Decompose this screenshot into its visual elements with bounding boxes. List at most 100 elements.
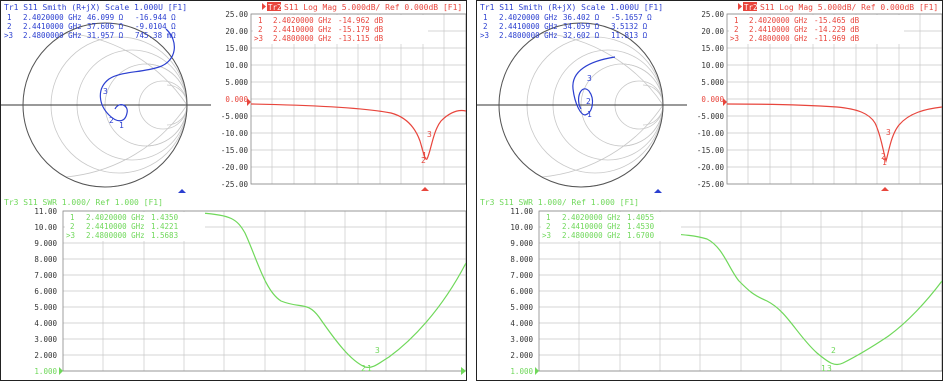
- svg-text:3.000: 3.000: [34, 335, 57, 344]
- logmag-trace: [726, 103, 942, 164]
- svg-text:2.000: 2.000: [510, 351, 533, 360]
- svg-text:3: 3: [886, 128, 891, 137]
- swr-title: Tr3 S11 SWR 1.000/ Ref 1.000 [F1]: [480, 198, 639, 207]
- svg-text:9.000: 9.000: [510, 239, 533, 248]
- svg-text:11.00: 11.00: [34, 207, 57, 216]
- svg-text:12.4020000 GHz-14.962 dB: 1 2.4020000 GHz -14.962 dB: [258, 16, 384, 25]
- svg-text:20.00: 20.00: [701, 27, 724, 36]
- logmag-ref-marker: [723, 98, 727, 106]
- svg-text:1: 1: [422, 151, 427, 160]
- logmag-plot-frame: [250, 13, 466, 185]
- swr-right-marker: [461, 367, 466, 375]
- svg-text:>32.4800000 GHz-13.115 dB: >3 2.4800000 GHz -13.115 dB: [254, 34, 384, 43]
- svg-text:2: 2: [421, 156, 426, 165]
- svg-text:1.000: 1.000: [34, 367, 57, 376]
- svg-text:3: 3: [375, 346, 380, 355]
- svg-text:-10.00: -10.00: [221, 129, 249, 138]
- marker-id: 1: [7, 13, 12, 22]
- svg-text:2: 2: [109, 116, 114, 125]
- logmag-chart-panel[interactable]: 25.00 20.00 15.00 10.00 5.000 0.000 -5.0…: [697, 2, 942, 191]
- svg-text:2.000: 2.000: [34, 351, 57, 360]
- svg-text:8.000: 8.000: [510, 255, 533, 264]
- svg-text:2: 2: [881, 152, 886, 161]
- svg-text:1: 1: [587, 110, 592, 119]
- logmag-title-tag-label: Tr2: [268, 3, 282, 12]
- logmag-title: S11 Log Mag 5.000dB/ Ref 0.000dB [F1]: [760, 3, 938, 12]
- logmag-chart-panel[interactable]: 25.00 20.00 15.00 10.00 5.000 0.000 -5.0…: [221, 2, 466, 191]
- screenshot-gap: [467, 0, 476, 381]
- svg-text:2: 2: [831, 346, 836, 355]
- smith-marker-glyphs: 3 2 1: [103, 87, 124, 130]
- logmag-trace: [250, 103, 466, 160]
- svg-text:15.00: 15.00: [701, 44, 724, 53]
- svg-text:25.00: 25.00: [701, 10, 724, 19]
- svg-text:4.000: 4.000: [510, 319, 533, 328]
- svg-text:-15.00: -15.00: [221, 146, 249, 155]
- svg-text:3: 3: [103, 87, 108, 96]
- swr-yticks: 11.00 10.00 9.000 8.000 7.000 6.000 5.00…: [510, 207, 533, 376]
- swr-trace: [200, 212, 466, 368]
- svg-text:-25.00: -25.00: [697, 180, 725, 189]
- swr-ref-marker: [535, 367, 539, 375]
- svg-text:-15.00: -15.00: [697, 146, 725, 155]
- logmag-marker-readouts: 1 2.4020000 GHz -15.465 dB 2 2.4410000 GHz -…: [729, 15, 904, 44]
- logmag-yticks: 25.00 20.00 15.00 10.00 5.000 0.000 -5.0…: [697, 10, 725, 189]
- svg-text:-5.000: -5.000: [221, 112, 249, 121]
- svg-text:0.000: 0.000: [225, 95, 248, 104]
- svg-text:7.000: 7.000: [34, 271, 57, 280]
- svg-text:6.000: 6.000: [510, 287, 533, 296]
- svg-text:3: 3: [427, 130, 432, 139]
- svg-text:3.000: 3.000: [510, 335, 533, 344]
- svg-text:25.00: 25.00: [225, 10, 248, 19]
- logmag-yticks: 25.00 20.00 15.00 10.00 5.000 0.000 -5.0…: [221, 10, 249, 189]
- svg-text:10.00: 10.00: [510, 223, 533, 232]
- svg-text:-5.000: -5.000: [697, 112, 725, 121]
- svg-text:-20.00: -20.00: [697, 163, 725, 172]
- smith-title: Tr1 S11 Smith (R+jX) Scale 1.000U [F1]: [4, 3, 187, 12]
- svg-text:1: 1: [367, 364, 372, 373]
- svg-text:5.000: 5.000: [225, 78, 248, 87]
- swr-chart-panel[interactable]: Tr3 S11 SWR 1.000/ Ref 1.000 [F1] 11.00 …: [4, 198, 466, 376]
- svg-text:5.000: 5.000: [34, 303, 57, 312]
- logmag-title-tag-label: Tr2: [744, 3, 758, 12]
- logmag-title-tag[interactable]: [267, 2, 281, 11]
- smith-chart-panel[interactable]: 3 2 1 Tr1 S11 Smith (R+jX) Scale 1.000U …: [1, 3, 211, 193]
- logmag-marker-glyphs: 3 2 1: [421, 130, 432, 165]
- swr-plot-frame: [538, 210, 942, 372]
- smith-outer-circle: [498, 22, 664, 188]
- svg-text:10.00: 10.00: [34, 223, 57, 232]
- swr-title: Tr3 S11 SWR 1.000/ Ref 1.000 [F1]: [4, 198, 163, 207]
- active-trace-arrow: [738, 3, 742, 10]
- vna-screen-left: 3 2 1 Tr1 S11 Smith (R+jX) Scale 1.000U …: [0, 0, 467, 381]
- smith-trace: [99, 28, 175, 122]
- swr-trace: [636, 230, 942, 366]
- svg-text:6.000: 6.000: [34, 287, 57, 296]
- swr-marker-readouts: 1 2.4020000 GHz 1.4055 2 2.4410000 GHz 1.453…: [541, 212, 681, 241]
- svg-text:-10.00: -10.00: [697, 129, 725, 138]
- svg-text:5.000: 5.000: [510, 303, 533, 312]
- svg-text:22.4410000 GHz-14.229 dB: 2 2.4410000 GHz -14.229 dB: [734, 25, 860, 34]
- svg-text:1: 1: [882, 158, 887, 167]
- swr-marker-glyphs: 2 1 3: [821, 346, 836, 373]
- svg-text:0.000: 0.000: [701, 95, 724, 104]
- swr-plot-frame: [62, 210, 466, 372]
- smith-chart-panel[interactable]: 3 2 1 Tr1 S11 Smith (R+jX) Scale 1.000U …: [477, 3, 687, 193]
- smith-outer-circle: [22, 22, 188, 188]
- smith-marker-readouts: 1 2.4020000 GHz 36.402 Ω -5.1657 Ω 2 2.44100…: [480, 13, 652, 40]
- svg-text:15.00: 15.00: [225, 44, 248, 53]
- swr-chart-panel[interactable]: Tr3 S11 SWR 1.000/ Ref 1.000 [F1] 11.00 …: [480, 198, 942, 376]
- smith-trace: [572, 56, 616, 116]
- smith-title: Tr1 S11 Smith (R+jX) Scale 1.000U [F1]: [480, 3, 663, 12]
- svg-text:1: 1: [119, 121, 124, 130]
- svg-text:2: 2: [586, 97, 591, 106]
- logmag-title-tag[interactable]: [743, 2, 757, 11]
- smith-marker-readouts: 1 2.4020000 GHz 46.099 Ω -16.944 Ω 2 2.44100…: [4, 13, 176, 40]
- smith-stimulus-marker: [178, 189, 186, 193]
